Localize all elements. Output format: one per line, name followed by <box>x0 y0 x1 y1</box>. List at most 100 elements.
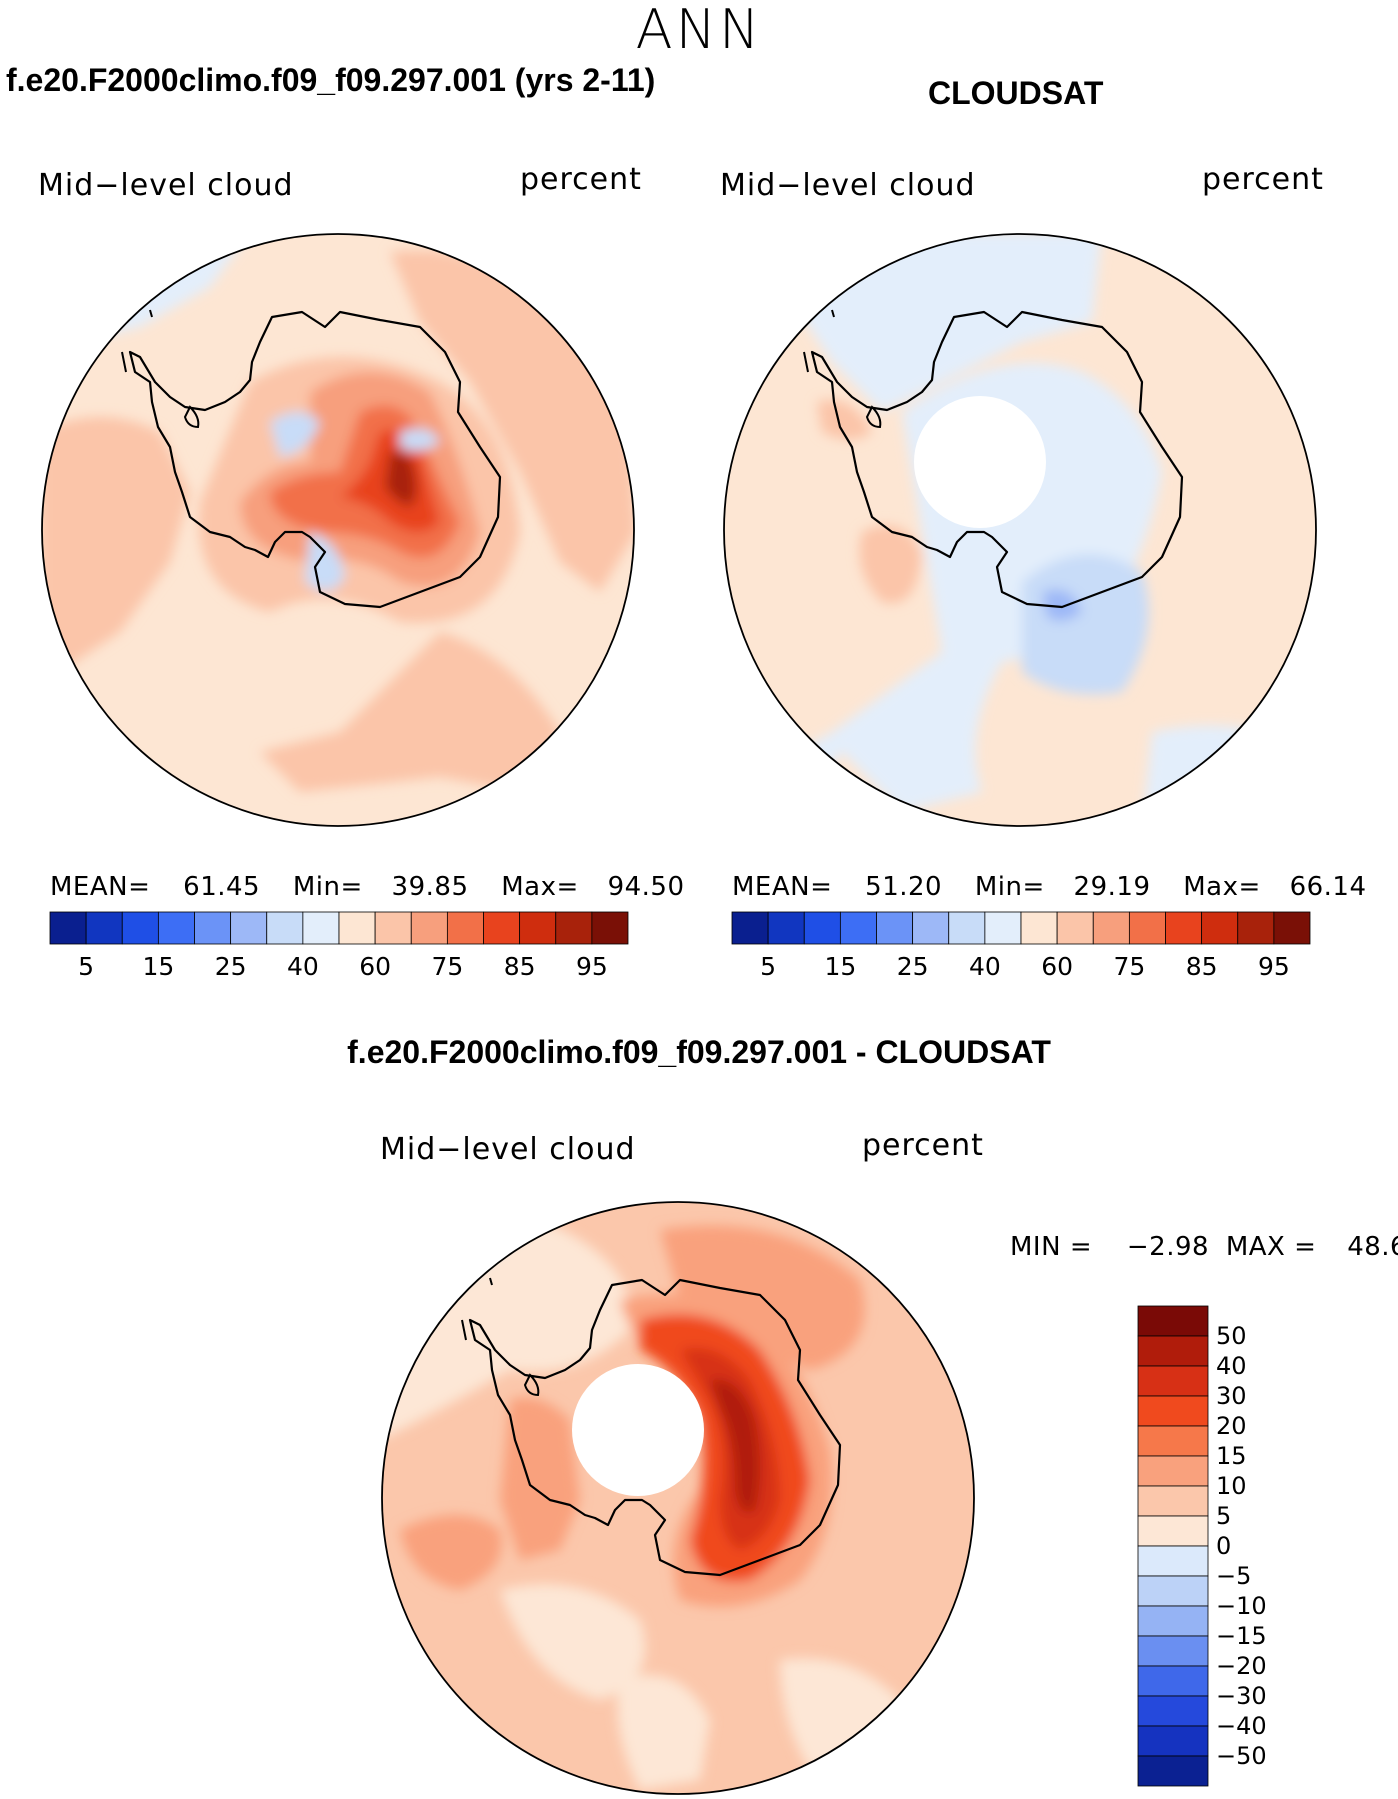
diff-min-label: MIN = <box>1010 1232 1093 1262</box>
diff-colorbar-box <box>1137 1515 1209 1547</box>
diff-colorbar-tick-label: 0 <box>1216 1532 1232 1560</box>
obs-colorbar-box <box>1128 911 1166 945</box>
obs-colorbar-box <box>1237 911 1275 945</box>
model-colorbar-box <box>446 911 484 945</box>
diff-colorbar-tick-label: −20 <box>1216 1652 1267 1680</box>
diff-colorbar-tick-label: 40 <box>1216 1352 1247 1380</box>
diff-colorbar-tick-label: 5 <box>1216 1502 1232 1530</box>
model-colorbar-box <box>591 911 629 945</box>
diff-colorbar-box <box>1137 1395 1209 1427</box>
diff-colorbar-box <box>1137 1725 1209 1757</box>
obs-max-label: Max= <box>1183 872 1261 902</box>
model-colorbar-tick-label: 25 <box>214 952 247 981</box>
model-colorbar-ticks: 5 15 25 40 60 75 85 95 <box>50 952 628 984</box>
model-colorbar-tick-label: 95 <box>575 952 608 981</box>
obs-colorbar-box <box>839 911 877 945</box>
obs-colorbar-box <box>1165 911 1203 945</box>
obs-polar-map <box>723 233 1317 827</box>
model-colorbar-box <box>230 911 268 945</box>
model-colorbar-box <box>483 911 521 945</box>
obs-colorbar-box <box>984 911 1022 945</box>
model-units-label: percent <box>520 162 642 197</box>
model-colorbar-box <box>555 911 593 945</box>
diff-variable-label: Mid−level cloud <box>380 1132 636 1167</box>
obs-colorbar-tick-label: 25 <box>896 952 929 981</box>
diff-colorbar-box <box>1137 1425 1209 1457</box>
diff-colorbar-box <box>1137 1335 1209 1367</box>
model-polar-map <box>41 233 635 827</box>
model-colorbar-box <box>519 911 557 945</box>
diff-units-label: percent <box>862 1128 984 1163</box>
diff-colorbar-ticks: 50 40 30 20 15 10 5 0 −5 −10 −15 −20 −30 −40 −50 <box>1216 1306 1296 1786</box>
diff-max-value: 48.62 <box>1347 1232 1398 1262</box>
diff-colorbar-tick-label: −15 <box>1216 1622 1267 1650</box>
model-variable-label: Mid−level cloud <box>38 168 294 203</box>
diff-colorbar-tick-label: −40 <box>1216 1712 1267 1740</box>
diff-polar-map <box>381 1201 975 1795</box>
obs-mean-value: 51.20 <box>865 872 943 902</box>
model-colorbar-box <box>374 911 412 945</box>
diff-colorbar-tick-label: 50 <box>1216 1322 1247 1350</box>
model-colorbar-tick-label: 60 <box>359 952 392 981</box>
model-colorbar-box <box>49 911 87 945</box>
obs-title: CLOUDSAT <box>928 75 1104 111</box>
obs-units-label: percent <box>1202 162 1324 197</box>
obs-mean-label: MEAN= <box>732 872 833 902</box>
diff-colorbar-tick-label: 20 <box>1216 1412 1247 1440</box>
model-colorbar <box>49 911 629 945</box>
diff-min-value: −2.98 <box>1126 1232 1210 1262</box>
obs-colorbar-box <box>767 911 805 945</box>
model-colorbar-box <box>121 911 159 945</box>
model-colorbar-tick-label: 15 <box>142 952 175 981</box>
diff-colorbar-tick-label: −5 <box>1216 1562 1252 1590</box>
model-mean-value: 61.45 <box>183 872 261 902</box>
diff-colorbar-box <box>1137 1485 1209 1517</box>
obs-colorbar-tick-label: 95 <box>1257 952 1290 981</box>
diff-colorbar-tick-label: 30 <box>1216 1382 1247 1410</box>
diff-colorbar-box <box>1137 1665 1209 1697</box>
model-colorbar-box <box>302 911 340 945</box>
obs-colorbar-tick-label: 15 <box>824 952 857 981</box>
model-min-label: Min= <box>292 872 363 902</box>
diff-colorbar-tick-label: −10 <box>1216 1592 1267 1620</box>
model-colorbar-tick-label: 40 <box>286 952 319 981</box>
obs-colorbar-box <box>1056 911 1094 945</box>
obs-colorbar-box <box>1020 911 1058 945</box>
model-max-value: 94.50 <box>607 872 685 902</box>
model-colorbar-box <box>266 911 304 945</box>
obs-variable-label: Mid−level cloud <box>720 168 976 203</box>
diff-colorbar-box <box>1137 1365 1209 1397</box>
diff-colorbar-box <box>1137 1545 1209 1577</box>
model-min-value: 39.85 <box>391 872 469 902</box>
diff-colorbar-tick-label: 10 <box>1216 1472 1247 1500</box>
model-case-title: f.e20.F2000climo.f09_f09.297.001 (yrs 2-… <box>6 62 656 98</box>
diff-colorbar-box <box>1137 1695 1209 1727</box>
diff-colorbar <box>1137 1305 1209 1787</box>
obs-max-value: 66.14 <box>1289 872 1367 902</box>
diff-max-label: MAX = <box>1225 1232 1317 1262</box>
obs-colorbar-box <box>1201 911 1239 945</box>
model-colorbar-box <box>410 911 448 945</box>
obs-colorbar-box <box>1092 911 1130 945</box>
obs-colorbar-tick-label: 85 <box>1185 952 1218 981</box>
obs-colorbar-tick-label: 75 <box>1113 952 1146 981</box>
diff-colorbar-tick-label: −50 <box>1216 1742 1267 1770</box>
diff-colorbar-box <box>1137 1305 1209 1337</box>
diff-colorbar-box <box>1137 1605 1209 1637</box>
diff-colorbar-box <box>1137 1455 1209 1487</box>
obs-colorbar-box <box>803 911 841 945</box>
obs-colorbar-box <box>731 911 769 945</box>
diff-colorbar-tick-label: 15 <box>1216 1442 1247 1470</box>
obs-colorbar-box <box>876 911 914 945</box>
obs-colorbar-ticks: 5 15 25 40 60 75 85 95 <box>732 952 1310 984</box>
model-colorbar-box <box>157 911 195 945</box>
obs-colorbar-box <box>948 911 986 945</box>
season-title: ANN <box>635 0 763 61</box>
diff-colorbar-tick-label: −30 <box>1216 1682 1267 1710</box>
model-colorbar-box <box>85 911 123 945</box>
obs-min-value: 29.19 <box>1073 872 1151 902</box>
model-mean-label: MEAN= <box>50 872 151 902</box>
diff-colorbar-box <box>1137 1755 1209 1787</box>
obs-colorbar-tick-label: 5 <box>760 952 777 981</box>
obs-colorbar-box <box>1273 911 1311 945</box>
